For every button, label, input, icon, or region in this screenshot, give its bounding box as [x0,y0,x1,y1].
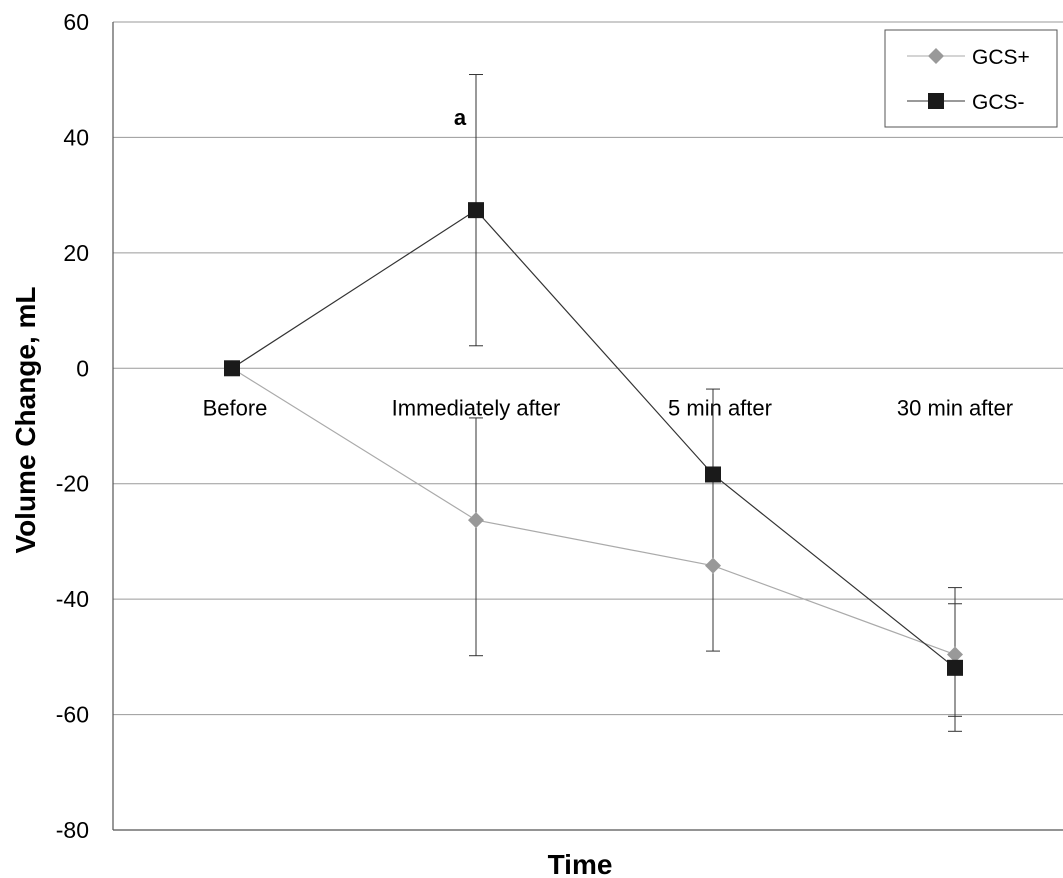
category-label: Immediately after [392,395,561,420]
annotations: a [454,105,467,130]
y-tick-label: 0 [76,355,89,381]
plot-frame [112,22,1063,831]
legend-square-marker [928,93,944,109]
y-tick-label: -40 [56,586,89,612]
gcs-minus-point [468,202,484,219]
gcs-minus-point [705,466,721,483]
gcs-plus-point [468,512,484,529]
gcs-plus-point [705,557,721,574]
series-line-gcs-plus [231,367,956,656]
y-tick-label: 60 [63,9,89,35]
legend-box [884,29,1058,128]
legend-label: GCS+ [972,46,1030,69]
gcs-plus-point [947,646,963,663]
category-labels: Before Immediately after 5 min after 30 min… [203,395,1014,420]
series-markers [224,202,963,676]
y-tick-label: -60 [56,702,89,728]
legend: GCS+ GCS- [884,29,1058,128]
y-tick-label: 40 [63,124,89,150]
category-label: 5 min after [668,395,772,420]
legend-diamond-marker [928,48,944,64]
y-tick-label: -80 [56,817,89,843]
gcs-minus-point [947,659,963,676]
y-axis-title: Volume Change, mL [10,286,41,553]
series-lines [231,209,956,669]
gcs-minus-point [224,360,240,377]
category-label: 30 min after [897,395,1013,420]
y-tick-label: 20 [63,240,89,266]
y-tick-labels: 60 40 20 0 -20 -40 -60 -80 [56,9,89,843]
x-axis-title: Time [548,849,613,878]
series-line-gcs-minus [231,209,956,669]
y-tick-label: -20 [56,471,89,497]
gridlines [113,21,1063,831]
legend-label: GCS- [972,91,1025,114]
significance-marker: a [454,105,467,130]
category-label: Before [203,395,268,420]
